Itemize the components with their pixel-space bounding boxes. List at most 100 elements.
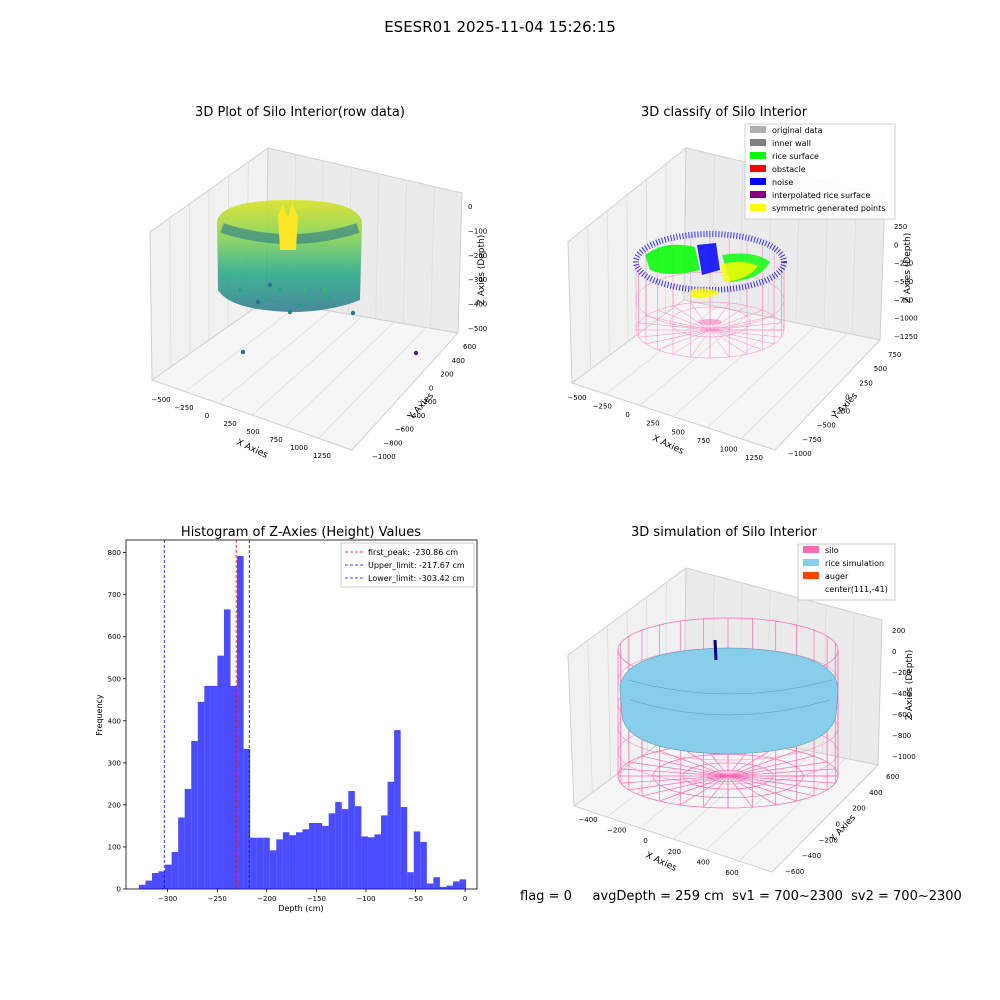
p1-x-tick-label: 0 (205, 412, 209, 420)
hist-bar (387, 781, 395, 889)
hist-bar (256, 837, 264, 889)
hist-bar (191, 740, 198, 889)
p4-legend-label: center(111,-41) (825, 585, 888, 594)
p2-y-tick-label: 500 (874, 365, 887, 373)
hist-ytick-label: 0 (117, 886, 121, 894)
hist-bar (341, 809, 349, 889)
p2-legend-label: interpolated rice surface (772, 191, 870, 200)
p1-scatter-point (237, 287, 243, 293)
hist-xtick-label: −150 (307, 895, 326, 903)
hist-bar (348, 791, 355, 889)
panel4-title: 3D simulation of Silo Interior (631, 525, 818, 540)
p4-x-tick-label: −400 (578, 816, 597, 824)
p2-y-tick-label: −250 (831, 408, 850, 416)
p2-y-tick-label: 750 (888, 351, 901, 359)
hist-bar (328, 813, 336, 889)
hist-bar (335, 801, 342, 889)
hist-bar (237, 555, 244, 889)
p2-legend-label: obstacle (772, 165, 806, 174)
p1-scatter-point (240, 349, 246, 355)
p2-legend-swatch (750, 126, 766, 133)
p2-legend-swatch (750, 165, 766, 172)
p4-legend-label: rice simulation (825, 559, 884, 568)
hist-bar (322, 825, 329, 889)
panel3-histogram: −300 −250 −200 −150 −100 −50 0 0 100 200 300 400 50… (95, 539, 478, 913)
hist-bar (243, 748, 251, 889)
hist-bar (165, 864, 172, 889)
hist-bar (217, 655, 224, 889)
p2-z-tick-label: −250 (894, 260, 913, 268)
p2-y-tick-label: −750 (802, 436, 821, 444)
p1-z-tick-label: −300 (468, 276, 487, 284)
hist-legend-label: Upper_limit: -217.67 cm (368, 561, 465, 570)
hist-bar (407, 872, 414, 889)
p1-y-tick-label: −1000 (372, 453, 396, 461)
p1-scatter-point (350, 310, 356, 316)
hist-xtick-label: −50 (408, 895, 423, 903)
hist-vlines (163, 540, 250, 889)
p2-x-tick-label: 1000 (720, 445, 738, 453)
hist-bars (138, 555, 467, 889)
p1-zlabel: Z Axies (Depth) (477, 235, 487, 306)
p4-legend: silo rice simulation auger center(111,-41) (797, 543, 896, 601)
hist-bar (394, 730, 401, 889)
hist-ytick-label: 600 (108, 633, 121, 641)
hist-bar (361, 836, 368, 889)
p1-x-tick-label: 1000 (290, 444, 308, 452)
p2-xlabel: X Axies (651, 434, 686, 457)
hist-bar (204, 685, 211, 889)
p1-z-tick-label: −100 (468, 227, 487, 235)
p1-y-tick-label: −200 (418, 398, 437, 406)
p4-y-tick-label: −400 (802, 852, 821, 860)
p1-scatter-point (287, 309, 293, 315)
p2-x-tick-label: −500 (567, 394, 586, 402)
p4-x-tick-label: 400 (697, 858, 710, 866)
hist-ytick-label: 500 (108, 675, 121, 683)
p1-z-tick-label: −400 (468, 301, 487, 309)
hist-bar (223, 609, 231, 889)
p4-y-tick-label: 200 (852, 805, 865, 813)
p1-scatter-point (413, 350, 419, 356)
hist-bar (433, 877, 440, 889)
p2-z-tick-label: −1000 (894, 315, 918, 323)
hist-bar (178, 817, 185, 889)
hist-xtick-label: −200 (257, 895, 276, 903)
p1-x-tick-label: −500 (151, 396, 170, 404)
hist-bar (426, 883, 434, 889)
p2-x-tick-label: 750 (697, 437, 710, 445)
hist-xtick-label: 0 (463, 895, 467, 903)
p4-z-tick-label: −600 (892, 711, 911, 719)
hist-ytick-label: 800 (108, 549, 121, 557)
p4-z-tick-label: −200 (892, 669, 911, 677)
p2-x-tick-label: 500 (671, 428, 684, 436)
p2-x-tick-label: 0 (625, 411, 629, 419)
p1-y-tick-label: 400 (452, 357, 465, 365)
p4-x-tick-label: 600 (725, 869, 738, 877)
hist-xtick-label: −250 (208, 895, 227, 903)
p2-legend-swatch (750, 191, 766, 198)
p4-zlabel: Z Axies (Depth) (905, 650, 915, 721)
p1-x-tick-label: 500 (246, 428, 259, 436)
hist-xtick-label: −100 (356, 895, 375, 903)
hist-xlabel: Depth (cm) (278, 904, 323, 913)
hist-bar (302, 829, 310, 889)
hist-bar (459, 879, 467, 889)
p2-legend-swatch (750, 152, 766, 159)
p2-silo-wireframe (635, 234, 785, 359)
p1-y-tick-label: 0 (429, 384, 433, 392)
panel1-title: 3D Plot of Silo Interior(row data) (195, 105, 405, 120)
hist-bar (413, 831, 421, 889)
p4-z-tick-label: −1000 (892, 753, 916, 761)
p1-scatter-point (267, 282, 273, 288)
p1-x-tick-label: 1250 (313, 452, 331, 460)
p1-point-cloud (217, 200, 362, 312)
p4-x-tick-label: −200 (607, 827, 626, 835)
p4-y-tick-label: 0 (836, 821, 840, 829)
p2-y-tick-label: −1000 (788, 450, 812, 458)
p4-legend-label: auger (825, 572, 849, 581)
hist-bar (354, 806, 362, 889)
p1-x-tick-label: 750 (269, 436, 282, 444)
p1-x-tick-label: −250 (174, 404, 193, 412)
p1-xlabel: X Axies (235, 438, 270, 461)
